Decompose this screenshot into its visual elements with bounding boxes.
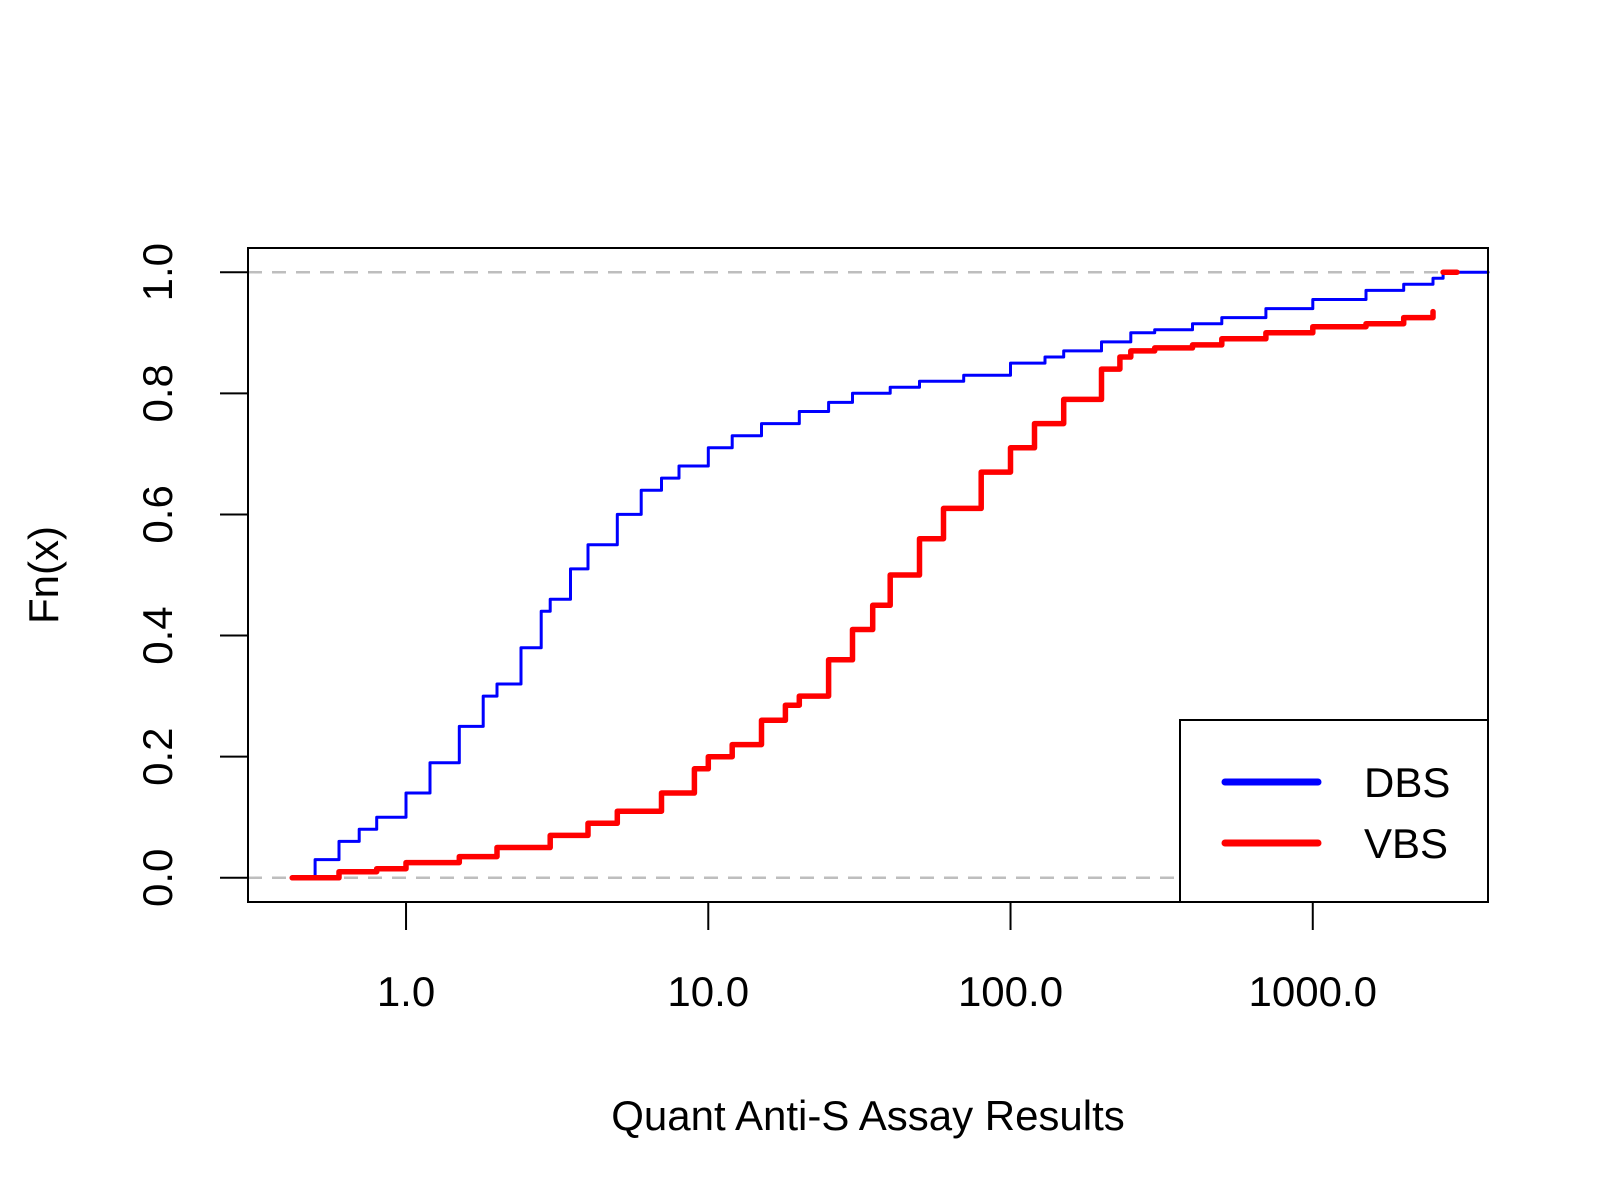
- legend: DBS VBS: [1179, 719, 1489, 903]
- legend-label-vbs: VBS: [1364, 820, 1448, 867]
- y-tick-label-3: 0.6: [134, 485, 181, 543]
- x-tick-label-3: 1000.0: [1249, 968, 1377, 1015]
- plot-frame: [247, 247, 1489, 903]
- series-line-vbs: [289, 308, 1436, 881]
- y-axis: 0.0 0.2 0.4 0.6 0.8 1.0: [134, 243, 248, 907]
- legend-label-dbs: DBS: [1364, 759, 1450, 806]
- y-tick-label-0: 0.0: [134, 849, 181, 907]
- series-line-dbs: [290, 270, 1490, 880]
- series-lines: [289, 269, 1490, 881]
- y-axis-label: Fn(x): [20, 526, 67, 624]
- y-tick-label-2: 0.4: [134, 606, 181, 664]
- y-tick-label-1: 0.2: [134, 728, 181, 786]
- y-tick-label-5: 1.0: [134, 243, 181, 301]
- x-tick-label-0: 1.0: [377, 968, 435, 1015]
- x-axis-label: Quant Anti-S Assay Results: [611, 1092, 1125, 1139]
- x-tick-label-2: 100.0: [958, 968, 1063, 1015]
- y-tick-label-4: 0.8: [134, 364, 181, 422]
- legend-box: [1179, 719, 1489, 903]
- x-tick-label-1: 10.0: [667, 968, 749, 1015]
- x-axis: 1.0 10.0 100.0 1000.0: [377, 902, 1377, 1015]
